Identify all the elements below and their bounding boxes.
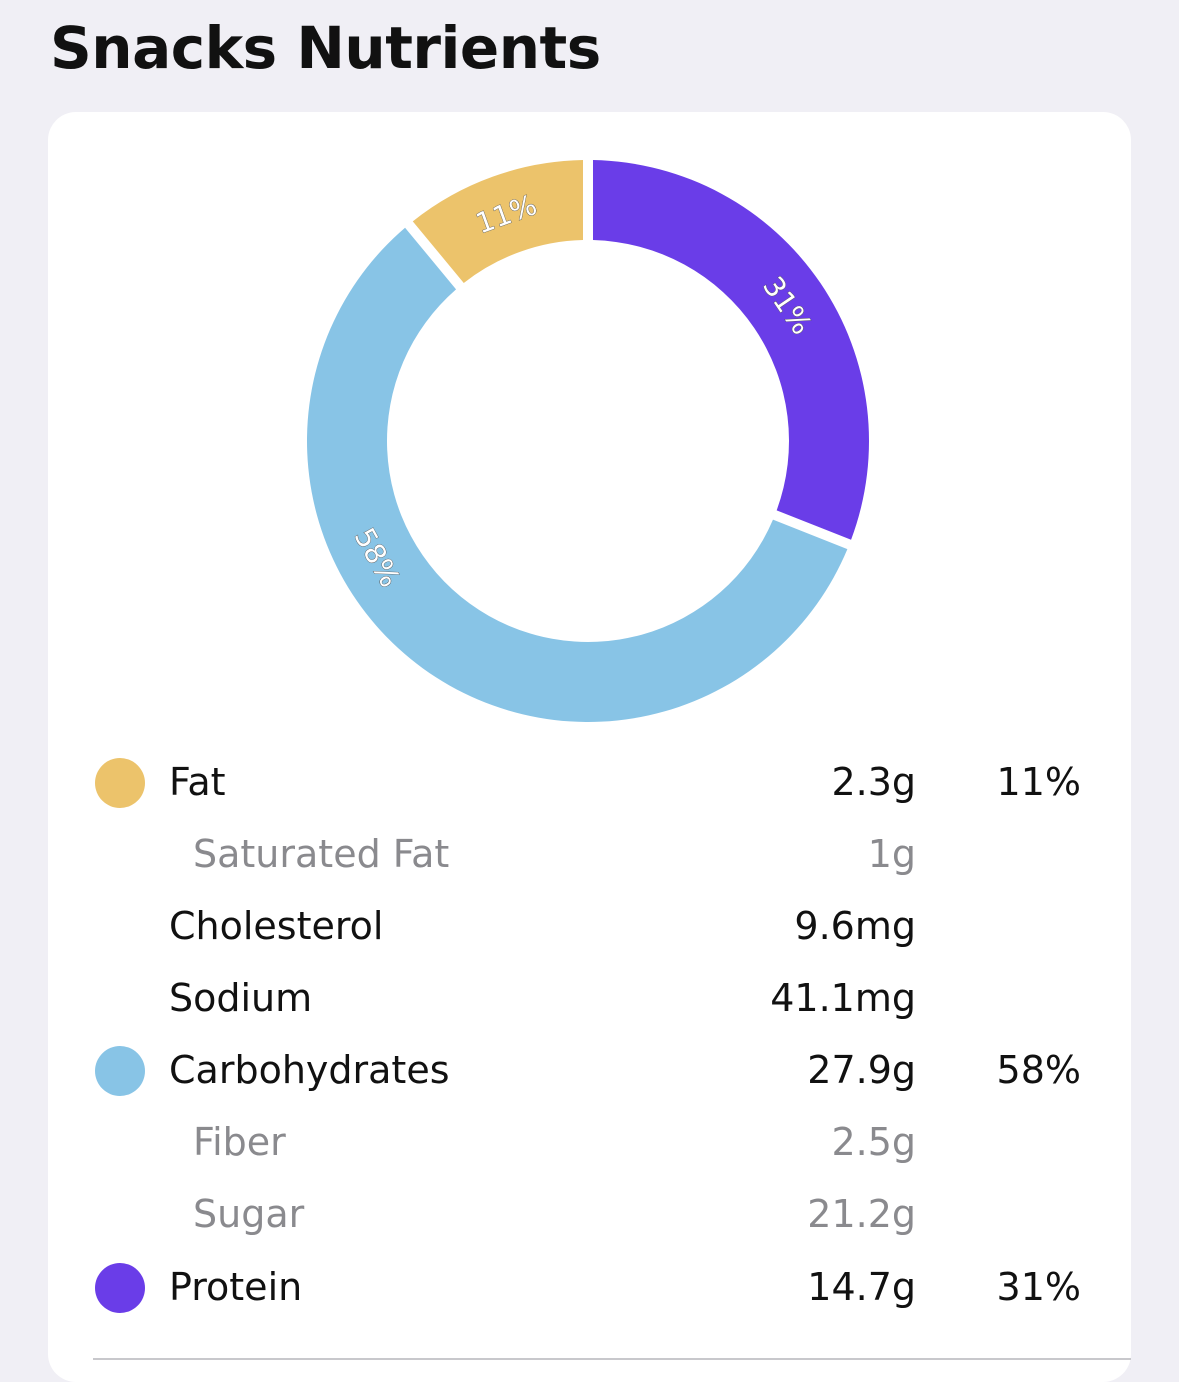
fat-legend-dot	[95, 758, 145, 808]
nutrient-amount: 27.9g	[807, 1048, 916, 1092]
nutrient-name: Sodium	[169, 976, 313, 1020]
nutrient-amount: 2.5g	[831, 1120, 916, 1164]
nutrient-name: Sugar	[193, 1192, 305, 1236]
nutrient-row-protein[interactable]: Protein 14.7g 31%	[48, 1259, 1131, 1319]
nutrient-percent: 11%	[996, 760, 1081, 804]
carbohydrates-legend-dot	[95, 1046, 145, 1096]
nutrient-name: Fat	[169, 760, 226, 804]
donut-slice-carbohydrates[interactable]	[307, 227, 848, 722]
page-title: Snacks Nutrients	[50, 14, 601, 82]
nutrient-amount: 14.7g	[807, 1265, 916, 1309]
nutrients-card: 31% 58% 11% Fat 2.3g 11% Saturated Fat 1g …	[48, 112, 1131, 1382]
nutrient-row-fiber[interactable]: Fiber 2.5g	[48, 1114, 1131, 1174]
nutrient-amount: 2.3g	[831, 760, 916, 804]
nutrient-name: Saturated Fat	[193, 832, 450, 876]
nutrient-amount: 1g	[867, 832, 916, 876]
nutrient-amount: 21.2g	[807, 1192, 916, 1236]
donut-slice-protein[interactable]	[592, 160, 869, 540]
macro-donut-chart: 31%58%11%	[307, 160, 869, 722]
protein-legend-dot	[95, 1263, 145, 1313]
nutrient-percent: 58%	[996, 1048, 1081, 1092]
nutrient-row-saturated-fat[interactable]: Saturated Fat 1g	[48, 826, 1131, 886]
divider	[93, 1358, 1131, 1360]
nutrient-row-sodium[interactable]: Sodium 41.1mg	[48, 970, 1131, 1030]
nutrient-amount: 41.1mg	[770, 976, 916, 1020]
nutrient-name: Protein	[169, 1265, 303, 1309]
nutrient-name: Fiber	[193, 1120, 286, 1164]
nutrient-name: Cholesterol	[169, 904, 384, 948]
nutrient-name: Carbohydrates	[169, 1048, 450, 1092]
nutrient-row-fat[interactable]: Fat 2.3g 11%	[48, 754, 1131, 814]
nutrient-amount: 9.6mg	[794, 904, 916, 948]
nutrient-row-sugar[interactable]: Sugar 21.2g	[48, 1186, 1131, 1246]
nutrient-row-cholesterol[interactable]: Cholesterol 9.6mg	[48, 898, 1131, 958]
donut-slice-fat[interactable]	[412, 160, 584, 283]
nutrient-percent: 31%	[996, 1265, 1081, 1309]
nutrient-row-carbohydrates[interactable]: Carbohydrates 27.9g 58%	[48, 1042, 1131, 1102]
